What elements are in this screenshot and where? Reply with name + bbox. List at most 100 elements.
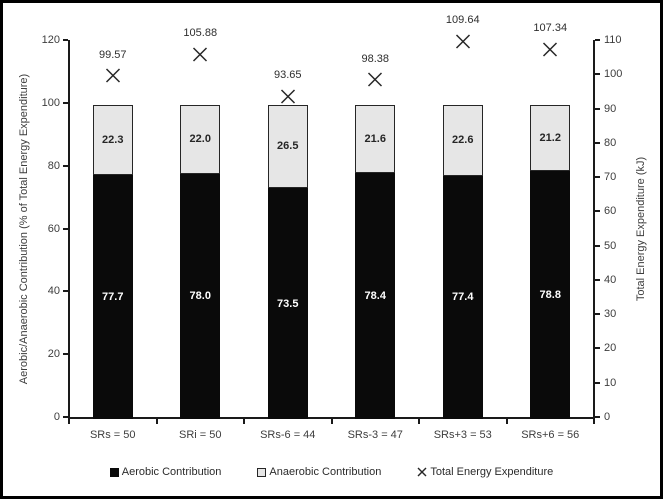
anaerobic-value-label: 21.2 <box>539 132 561 145</box>
tee-value-label: 98.38 <box>361 52 390 65</box>
bar-5: 22.6 77.4 <box>442 104 483 419</box>
right-axis-tick-label: 60 <box>604 205 617 218</box>
right-axis-tick <box>595 107 600 110</box>
tee-value-label: 107.34 <box>533 22 568 35</box>
left-axis-tick <box>63 353 68 356</box>
right-axis-line <box>593 40 595 419</box>
plot-area: 0 20 40 60 80 100 120 0 10 20 30 40 50 60 70 80 90 100 110… <box>42 14 623 441</box>
right-axis-tick <box>595 141 600 144</box>
right-axis-tick-label: 10 <box>604 376 617 389</box>
aerobic-segment: 73.5 <box>267 188 308 419</box>
aerobic-segment: 78.8 <box>530 171 571 419</box>
left-axis-tick-label: 80 <box>47 159 60 172</box>
category-boundary-tick <box>505 419 508 424</box>
aerobic-value-label: 78.0 <box>189 290 211 303</box>
right-axis-tick-label: 40 <box>604 273 617 286</box>
x-axis-line <box>68 417 595 419</box>
left-axis-tick <box>63 164 68 167</box>
left-axis-tick-label: 40 <box>47 285 60 298</box>
open-square-icon <box>257 467 267 477</box>
legend-item: Anaerobic Contribution <box>257 466 381 478</box>
right-axis-tick-label: 30 <box>604 308 617 321</box>
right-axis-tick-label: 110 <box>604 34 622 46</box>
tee-value-label: 93.65 <box>273 69 302 82</box>
left-axis-tick-label: 60 <box>47 222 60 235</box>
right-axis-tick <box>595 176 600 179</box>
aerobic-value-label: 77.7 <box>102 290 124 303</box>
right-axis-tick <box>595 381 600 384</box>
right-axis-tick <box>595 278 600 281</box>
category-boundary-tick <box>68 419 70 424</box>
x-marker-icon <box>455 34 471 54</box>
x-marker-icon <box>542 42 558 62</box>
category-label: SRs-3 = 47 <box>347 429 403 441</box>
category-boundary-tick <box>243 419 245 424</box>
right-axis-tick-label: 50 <box>604 239 617 252</box>
right-axis-tick <box>595 313 600 316</box>
left-axis-tick <box>63 101 68 104</box>
anaerobic-value-label: 26.5 <box>277 140 299 153</box>
legend-label: Anaerobic Contribution <box>269 466 382 478</box>
bar-6: 21.2 78.8 <box>530 104 571 419</box>
legend-label: Total Energy Expenditure <box>430 466 554 478</box>
right-axis-tick <box>595 210 600 213</box>
bar-2: 22.0 78.0 <box>180 104 221 419</box>
aerobic-value-label: 73.5 <box>277 297 299 310</box>
left-axis-line <box>68 40 70 419</box>
tee-value-label: 105.88 <box>183 27 218 40</box>
right-axis-tick <box>595 73 600 76</box>
x-marker-icon <box>367 72 383 92</box>
right-axis-tick-label: 0 <box>604 411 611 423</box>
category-boundary-tick <box>155 419 158 424</box>
aerobic-segment: 77.4 <box>442 175 483 419</box>
left-axis-tick <box>63 416 68 418</box>
tee-value-label: 99.57 <box>98 48 127 61</box>
category-boundary-tick <box>330 419 333 424</box>
anaerobic-segment: 22.3 <box>92 104 133 175</box>
anaerobic-segment: 21.2 <box>530 104 571 172</box>
right-axis-tick <box>595 39 600 41</box>
anaerobic-value-label: 21.6 <box>364 132 386 145</box>
bar-1: 22.3 77.7 <box>92 104 133 419</box>
left-axis-tick <box>63 227 68 230</box>
tee-value-label: 109.64 <box>445 14 480 27</box>
right-axis-tick-label: 20 <box>604 342 617 355</box>
anaerobic-segment: 21.6 <box>355 104 396 173</box>
category-boundary-tick <box>593 419 595 424</box>
legend-item: Total Energy Expenditure <box>417 466 553 478</box>
bar-4: 21.6 78.4 <box>355 104 396 419</box>
anaerobic-segment: 22.0 <box>180 104 221 174</box>
category-label: SRs+3 = 53 <box>433 429 492 441</box>
aerobic-segment: 77.7 <box>92 174 133 419</box>
right-axis-tick <box>595 244 600 247</box>
legend: Aerobic Contribution Anaerobic Contributi… <box>3 466 660 478</box>
right-axis-tick <box>595 347 600 350</box>
aerobic-segment: 78.0 <box>180 173 221 419</box>
x-marker-icon <box>105 68 121 88</box>
x-marker-icon <box>280 89 296 109</box>
aerobic-value-label: 78.4 <box>364 289 386 302</box>
x-marker-icon <box>192 47 208 67</box>
x-marker-icon <box>417 467 427 477</box>
anaerobic-value-label: 22.0 <box>189 133 211 146</box>
aerobic-value-label: 77.4 <box>452 291 474 304</box>
anaerobic-value-label: 22.6 <box>452 134 474 147</box>
bar-3: 26.5 73.5 <box>267 104 308 419</box>
left-axis-tick-label: 0 <box>53 411 60 423</box>
category-label: SRs+6 = 56 <box>521 429 580 441</box>
right-axis-tick <box>595 416 600 418</box>
filled-square-icon <box>109 467 119 477</box>
aerobic-value-label: 78.8 <box>539 289 561 302</box>
category-label: SRs-6 = 44 <box>260 429 316 441</box>
category-label: SRs = 50 <box>89 429 136 441</box>
category-label: SRi = 50 <box>179 429 222 441</box>
left-axis-tick <box>63 290 68 293</box>
right-axis-tick-label: 80 <box>604 136 617 149</box>
right-axis-tick-label: 100 <box>604 68 623 81</box>
right-axis-tick-label: 70 <box>604 171 617 184</box>
left-axis-tick-label: 100 <box>41 96 60 109</box>
legend-label: Aerobic Contribution <box>121 466 222 478</box>
category-boundary-tick <box>418 419 420 424</box>
anaerobic-segment: 26.5 <box>267 104 308 189</box>
